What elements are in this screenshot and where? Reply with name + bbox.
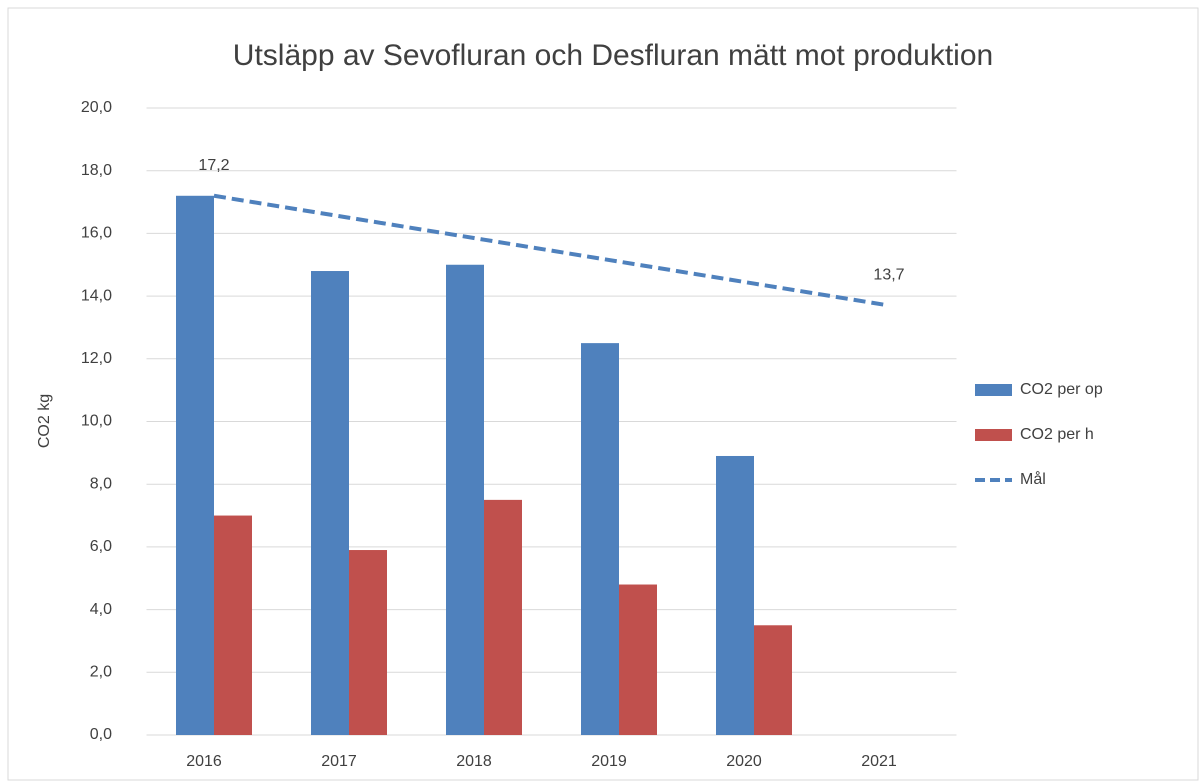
- chart-title: Utsläpp av Sevofluran och Desfluran mätt…: [233, 39, 993, 72]
- bar: [716, 455, 754, 735]
- data-label: 17,2: [198, 157, 229, 174]
- y-tick-label: 16,0: [81, 225, 112, 242]
- bar: [176, 195, 214, 735]
- bar: [311, 271, 349, 735]
- bar: [581, 343, 619, 735]
- y-tick-label: 8,0: [90, 475, 112, 492]
- legend-label: Mål: [1020, 470, 1046, 488]
- y-tick-label: 20,0: [81, 99, 112, 116]
- bar: [754, 625, 792, 735]
- y-tick-label: 0,0: [90, 726, 112, 743]
- x-tick-label: 2017: [321, 753, 357, 770]
- y-tick-label: 4,0: [90, 601, 112, 618]
- bar: [619, 584, 657, 735]
- y-axis-label: CO2 kg: [36, 394, 53, 448]
- x-tick-label: 2016: [186, 753, 222, 770]
- bar: [214, 515, 252, 735]
- bar: [446, 264, 484, 735]
- target-line: [213, 193, 890, 308]
- y-tick-label: 14,0: [81, 287, 112, 304]
- legend-label: CO2 per h: [1020, 426, 1094, 443]
- bar: [484, 499, 522, 735]
- y-tick-label: 12,0: [81, 350, 112, 367]
- y-tick-label: 10,0: [81, 413, 112, 430]
- bar: [349, 550, 387, 735]
- legend-swatch: [975, 429, 1012, 441]
- x-tick-label: 2019: [591, 753, 627, 770]
- data-label: 13,7: [873, 267, 904, 284]
- y-tick-label: 18,0: [81, 162, 112, 179]
- y-tick-label: 6,0: [90, 538, 112, 555]
- x-tick-label: 2020: [726, 753, 762, 770]
- y-tick-label: 2,0: [90, 664, 112, 681]
- x-tick-label: 2021: [861, 753, 897, 770]
- legend-label: CO2 per op: [1020, 381, 1103, 398]
- legend-swatch: [975, 384, 1012, 396]
- x-tick-label: 2018: [456, 753, 492, 770]
